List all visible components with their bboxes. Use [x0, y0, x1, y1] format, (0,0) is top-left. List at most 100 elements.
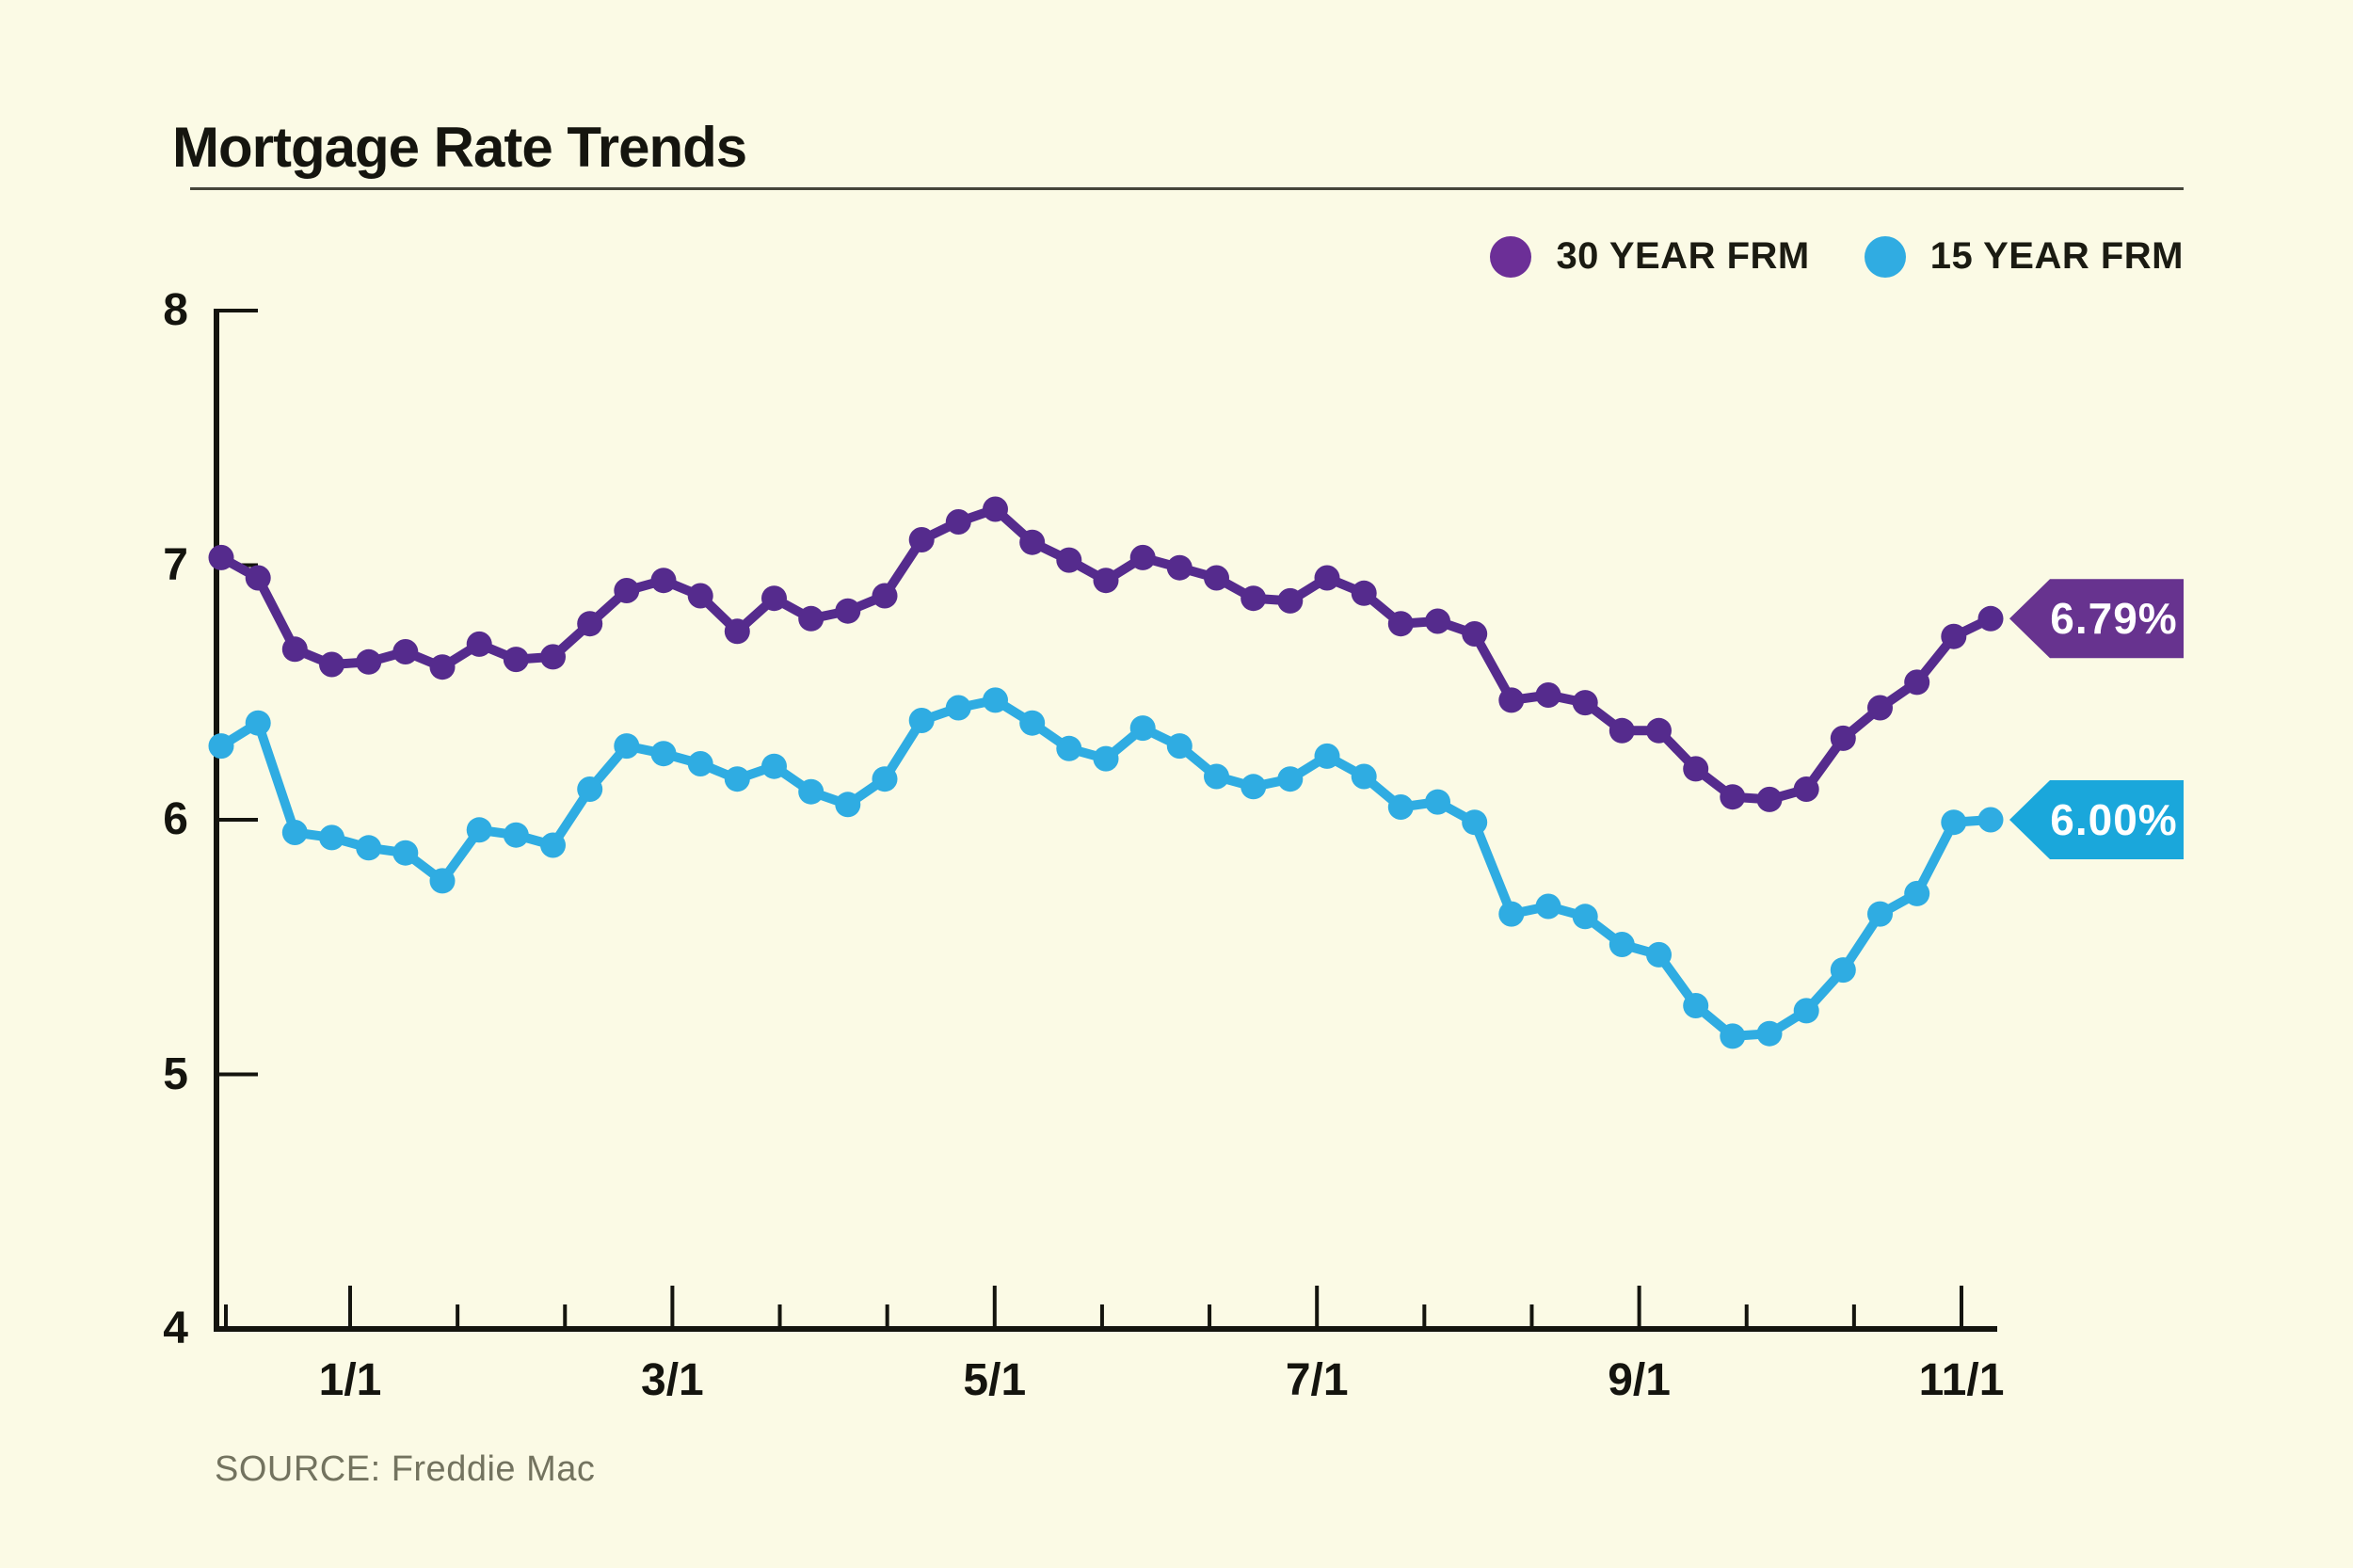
data-point-30-year-frm	[1129, 544, 1156, 570]
data-point-30-year-frm	[1019, 529, 1046, 555]
y-axis-tick-label: 5	[163, 1048, 188, 1099]
data-point-15-year-frm	[1204, 763, 1229, 790]
legend-item-30-year-frm: 30 YEAR FRM	[1490, 235, 1809, 278]
data-point-30-year-frm	[319, 651, 344, 678]
data-point-15-year-frm	[1277, 766, 1304, 792]
data-point-30-year-frm	[1093, 568, 1119, 594]
data-point-30-year-frm	[1535, 682, 1561, 708]
data-point-15-year-frm	[1351, 763, 1377, 790]
callout-15-year-value: 6.00%	[2050, 795, 2178, 844]
x-axis-major-tick	[1315, 1286, 1320, 1329]
data-point-30-year-frm	[429, 654, 456, 680]
data-point-15-year-frm	[1462, 809, 1488, 836]
data-point-30-year-frm	[1462, 621, 1488, 647]
data-point-30-year-frm	[1241, 585, 1267, 612]
y-axis-tick	[216, 1072, 258, 1077]
data-point-30-year-frm	[983, 496, 1008, 522]
data-point-15-year-frm	[540, 832, 566, 858]
data-point-15-year-frm	[908, 708, 935, 733]
legend-item-15-year-frm: 15 YEAR FRM	[1864, 235, 2184, 278]
x-axis-major-tick	[992, 1286, 997, 1329]
y-axis-tick-label: 4	[163, 1304, 188, 1353]
data-point-15-year-frm	[1498, 901, 1525, 927]
legend-swatch-30-year-icon	[1490, 235, 1532, 278]
x-axis-major-tick	[348, 1286, 352, 1329]
data-point-30-year-frm	[281, 636, 308, 663]
title-divider	[190, 187, 2184, 190]
data-point-15-year-frm	[1387, 794, 1414, 820]
data-point-15-year-frm	[650, 741, 677, 767]
data-point-30-year-frm	[1204, 565, 1229, 591]
data-point-15-year-frm	[1093, 745, 1119, 772]
x-axis-minor-tick	[1422, 1304, 1427, 1329]
data-point-15-year-frm	[1941, 809, 1967, 836]
page-title: Mortgage Rate Trends	[172, 116, 747, 179]
x-axis-minor-tick	[1099, 1304, 1104, 1329]
data-point-15-year-frm	[281, 820, 308, 845]
data-point-30-year-frm	[835, 598, 861, 624]
callout-tag-15-year	[2009, 780, 2184, 859]
data-point-15-year-frm	[319, 824, 344, 851]
data-point-15-year-frm	[1977, 807, 2004, 833]
data-point-15-year-frm	[1793, 998, 1819, 1024]
x-axis-minor-tick	[224, 1304, 228, 1329]
data-point-30-year-frm	[1314, 565, 1340, 591]
x-axis-tick-label: 1/1	[318, 1355, 382, 1405]
chart-legend: 30 YEAR FRM 15 YEAR FRM	[1490, 235, 2184, 278]
data-point-30-year-frm	[908, 527, 935, 552]
data-point-30-year-frm	[245, 565, 271, 591]
data-point-15-year-frm	[208, 733, 234, 760]
data-point-30-year-frm	[1904, 669, 1930, 696]
data-point-15-year-frm	[614, 733, 640, 760]
data-point-30-year-frm	[724, 618, 750, 645]
data-point-30-year-frm	[503, 647, 529, 673]
data-point-30-year-frm	[1425, 608, 1450, 634]
data-point-30-year-frm	[798, 605, 824, 632]
data-point-15-year-frm	[835, 792, 861, 818]
x-axis-minor-tick	[1744, 1304, 1749, 1329]
data-point-15-year-frm	[1646, 941, 1672, 968]
x-axis-minor-tick	[1851, 1304, 1856, 1329]
data-point-30-year-frm	[1793, 776, 1819, 802]
data-point-15-year-frm	[1609, 932, 1635, 957]
data-point-30-year-frm	[1498, 687, 1525, 713]
legend-label-30-year: 30 YEAR FRM	[1556, 235, 1810, 277]
x-axis-tick-label: 5/1	[963, 1355, 1027, 1405]
x-axis-minor-tick	[1208, 1304, 1212, 1329]
data-point-15-year-frm	[577, 776, 603, 802]
data-point-15-year-frm	[1830, 957, 1856, 984]
data-point-15-year-frm	[798, 778, 824, 805]
x-axis-tick-label: 7/1	[1285, 1355, 1349, 1405]
data-point-15-year-frm	[761, 753, 787, 779]
data-point-15-year-frm	[1129, 715, 1156, 742]
data-point-15-year-frm	[245, 710, 271, 736]
data-point-15-year-frm	[1683, 993, 1709, 1018]
data-point-30-year-frm	[392, 639, 419, 664]
callout-tag-30-year	[2009, 579, 2184, 659]
x-axis-minor-tick	[885, 1304, 889, 1329]
data-point-30-year-frm	[1646, 717, 1672, 744]
data-point-30-year-frm	[872, 583, 898, 609]
series-30-year-frm	[208, 496, 2004, 812]
data-point-15-year-frm	[466, 817, 492, 843]
data-point-30-year-frm	[1941, 623, 1967, 649]
data-point-15-year-frm	[983, 687, 1008, 713]
data-point-15-year-frm	[1720, 1023, 1746, 1049]
data-point-15-year-frm	[872, 766, 898, 792]
y-axis-tick-label: 8	[163, 285, 188, 335]
data-point-15-year-frm	[687, 751, 713, 776]
data-point-30-year-frm	[761, 585, 787, 612]
data-point-30-year-frm	[1166, 554, 1193, 581]
data-point-15-year-frm	[1904, 880, 1930, 906]
data-point-15-year-frm	[392, 840, 419, 866]
data-point-30-year-frm	[1387, 611, 1414, 637]
data-point-15-year-frm	[1425, 789, 1450, 815]
data-point-30-year-frm	[1720, 784, 1746, 810]
data-point-30-year-frm	[577, 611, 603, 637]
y-axis-tick-label: 6	[163, 794, 188, 844]
data-point-30-year-frm	[1277, 587, 1304, 614]
x-axis-tick-label: 11/1	[1918, 1355, 2005, 1405]
legend-swatch-15-year-icon	[1864, 235, 1906, 278]
data-point-15-year-frm	[1867, 901, 1893, 927]
